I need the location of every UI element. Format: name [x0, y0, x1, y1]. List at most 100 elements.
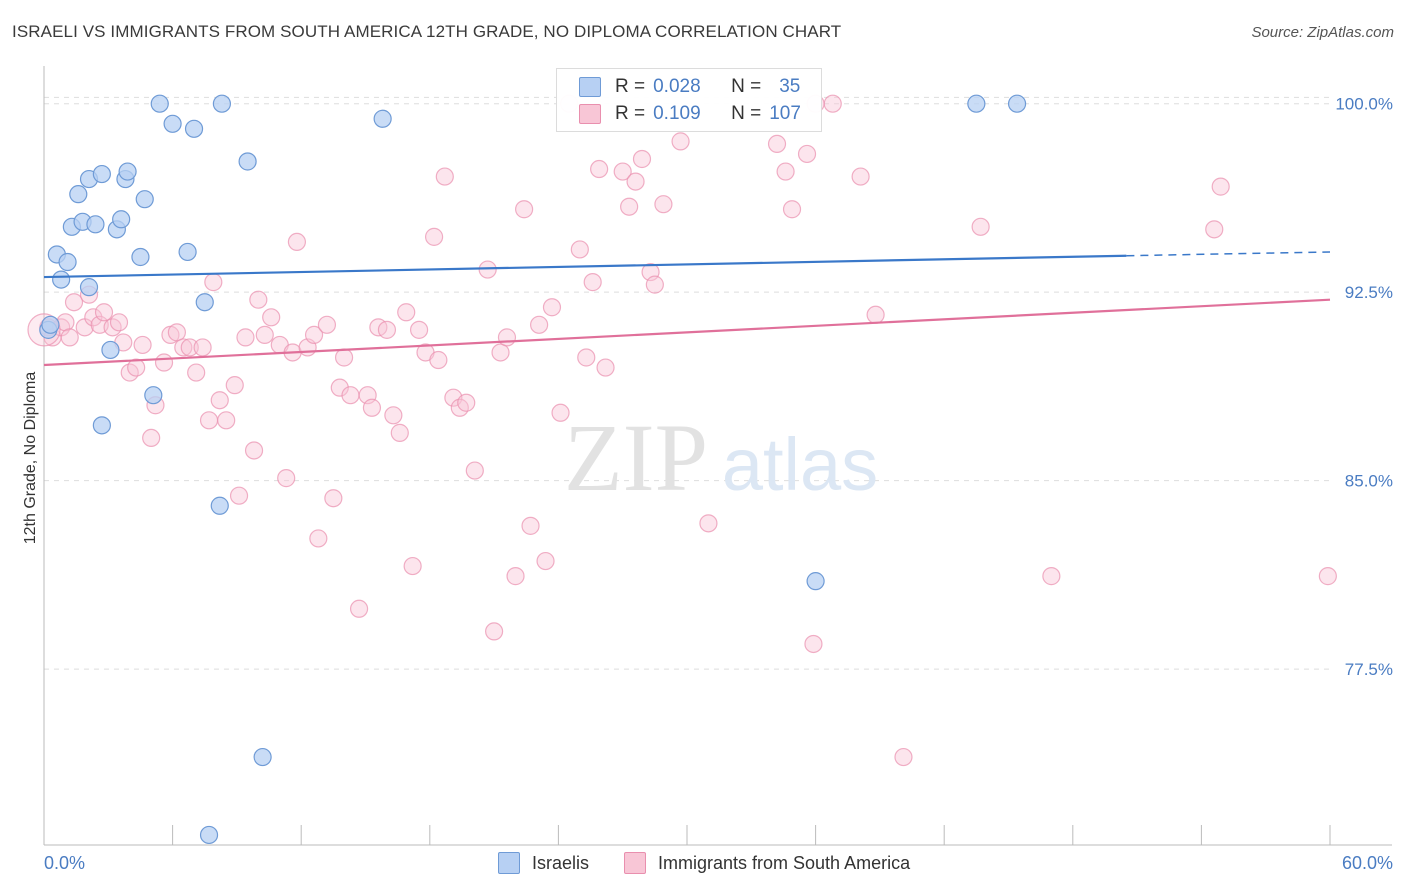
pink-point[interactable]: [187, 363, 206, 382]
blue-point[interactable]: [52, 270, 71, 289]
blue-point[interactable]: [86, 215, 105, 234]
pink-point[interactable]: [536, 551, 555, 571]
pink-point[interactable]: [894, 747, 913, 767]
pink-point[interactable]: [384, 406, 403, 425]
blue-point[interactable]: [184, 119, 204, 138]
pink-point[interactable]: [204, 273, 223, 292]
pink-point[interactable]: [167, 323, 186, 342]
pink-point[interactable]: [174, 338, 193, 357]
pink-point[interactable]: [324, 489, 343, 508]
blue-point[interactable]: [253, 747, 272, 767]
blue-point[interactable]: [144, 386, 163, 405]
pink-point[interactable]: [154, 353, 174, 372]
pink-point[interactable]: [334, 348, 354, 367]
pink-point[interactable]: [613, 162, 632, 181]
pink-point[interactable]: [287, 232, 307, 252]
pink-point[interactable]: [262, 308, 281, 327]
pink-point[interactable]: [699, 514, 718, 533]
pink-point[interactable]: [304, 325, 324, 344]
pink-point[interactable]: [60, 328, 79, 347]
blue-point[interactable]: [163, 114, 182, 133]
pink-point[interactable]: [797, 144, 817, 164]
pink-point[interactable]: [851, 167, 870, 186]
pink-point[interactable]: [1318, 567, 1337, 586]
pink-point[interactable]: [94, 303, 114, 322]
pink-point[interactable]: [767, 134, 787, 153]
pink-point[interactable]: [255, 325, 274, 344]
pink-point[interactable]: [596, 358, 615, 377]
pink-point[interactable]: [127, 358, 146, 377]
legend-item-south-america[interactable]: Immigrants from South America: [624, 852, 910, 874]
blue-point[interactable]: [238, 152, 257, 171]
pink-point[interactable]: [244, 441, 264, 460]
pink-point[interactable]: [317, 315, 337, 334]
pink-point[interactable]: [397, 303, 416, 322]
pink-point[interactable]: [64, 293, 84, 312]
blue-point[interactable]: [112, 210, 131, 229]
pink-point[interactable]: [632, 149, 652, 169]
blue-point[interactable]: [967, 94, 986, 113]
blue-point[interactable]: [92, 416, 111, 435]
blue-point[interactable]: [150, 94, 169, 113]
pink-point[interactable]: [277, 469, 296, 488]
blue-point[interactable]: [135, 190, 154, 209]
pink-point[interactable]: [577, 348, 596, 367]
blue-point[interactable]: [118, 162, 137, 181]
pink-point[interactable]: [109, 313, 129, 332]
pink-point[interactable]: [1042, 567, 1061, 586]
pink-point[interactable]: [330, 378, 349, 397]
pink-point[interactable]: [349, 599, 369, 618]
pink-point[interactable]: [654, 195, 673, 214]
pink-point[interactable]: [491, 343, 510, 362]
pink-point[interactable]: [225, 376, 244, 395]
pink-point[interactable]: [435, 167, 454, 186]
pink-point[interactable]: [971, 217, 990, 236]
blue-point[interactable]: [1007, 94, 1027, 113]
pink-point[interactable]: [142, 428, 161, 448]
blue-point[interactable]: [210, 496, 229, 515]
blue-point[interactable]: [58, 252, 77, 272]
pink-point[interactable]: [217, 411, 236, 430]
pink-point[interactable]: [530, 315, 549, 334]
pink-point[interactable]: [457, 393, 476, 412]
pink-point[interactable]: [645, 275, 664, 294]
blue-point[interactable]: [41, 315, 60, 334]
pink-point[interactable]: [521, 516, 540, 535]
pink-point[interactable]: [403, 556, 422, 576]
pink-point[interactable]: [210, 391, 229, 410]
pink-point[interactable]: [236, 328, 255, 347]
blue-point[interactable]: [373, 109, 392, 128]
blue-point[interactable]: [69, 185, 88, 204]
pink-point[interactable]: [866, 305, 885, 324]
pink-point[interactable]: [570, 240, 589, 259]
pink-point[interactable]: [776, 162, 795, 181]
pink-point[interactable]: [199, 411, 219, 430]
pink-point[interactable]: [429, 350, 448, 370]
pink-point[interactable]: [782, 200, 802, 219]
blue-point[interactable]: [806, 572, 825, 591]
pink-point[interactable]: [515, 200, 534, 219]
pink-point[interactable]: [671, 132, 690, 151]
pink-point[interactable]: [465, 461, 484, 480]
pink-point[interactable]: [424, 227, 444, 246]
pink-point[interactable]: [249, 290, 268, 309]
pink-point[interactable]: [497, 328, 517, 347]
pink-point[interactable]: [193, 338, 212, 357]
pink-point[interactable]: [133, 335, 152, 355]
blue-point[interactable]: [79, 278, 99, 297]
pink-point[interactable]: [1211, 177, 1230, 196]
pink-point[interactable]: [341, 386, 360, 405]
pink-point[interactable]: [620, 197, 639, 216]
pink-point[interactable]: [362, 398, 382, 417]
blue-point[interactable]: [212, 94, 231, 113]
blue-point[interactable]: [92, 164, 111, 184]
pink-point[interactable]: [390, 423, 409, 442]
blue-point[interactable]: [199, 825, 219, 845]
pink-point[interactable]: [551, 403, 570, 422]
pink-point[interactable]: [84, 308, 103, 327]
blue-point[interactable]: [195, 293, 214, 312]
pink-point[interactable]: [485, 622, 504, 641]
pink-point[interactable]: [823, 94, 842, 113]
pink-point[interactable]: [1205, 220, 1224, 239]
pink-point[interactable]: [590, 159, 609, 179]
